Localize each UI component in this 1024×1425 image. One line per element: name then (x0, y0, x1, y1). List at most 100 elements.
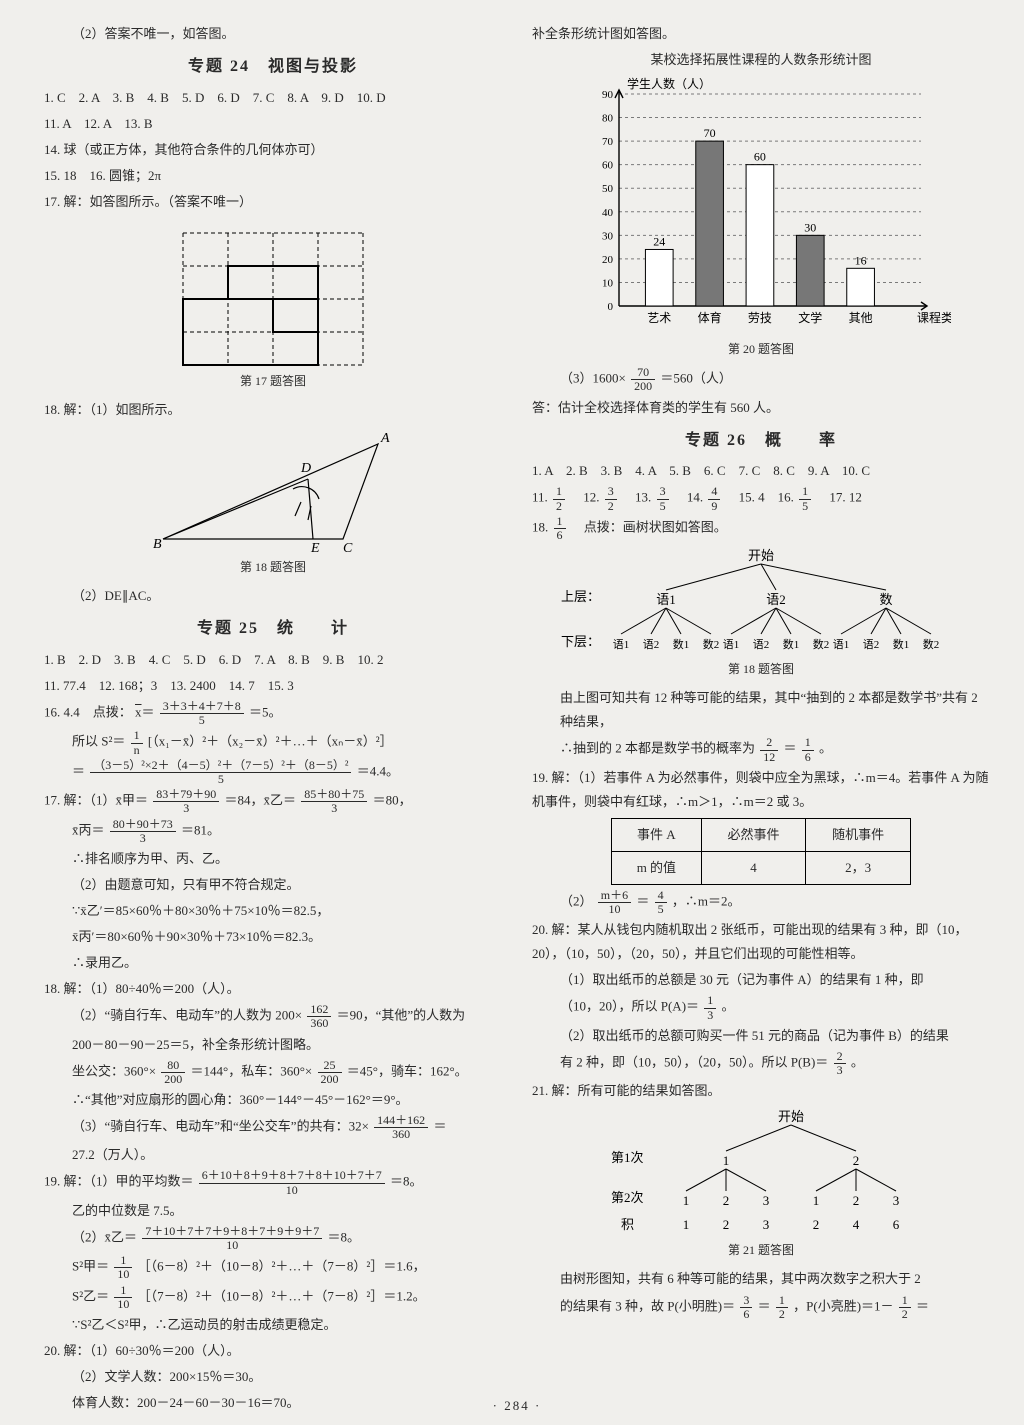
svg-text:1: 1 (683, 1217, 690, 1232)
chart-title: 某校选择拓展性课程的人数条形统计图 (532, 48, 990, 72)
q20c: （3）1600× 70 200 ＝560（人） (532, 366, 990, 393)
fraction: 12 (553, 485, 565, 512)
svg-text:20: 20 (602, 254, 614, 266)
svg-text:E: E (310, 541, 320, 554)
svg-text:数: 数 (879, 592, 892, 607)
text: ＝84，x̄乙＝ (225, 793, 297, 808)
svg-text:3: 3 (893, 1193, 900, 1208)
fraction: 35 (657, 485, 669, 512)
line: （2）取出纸币的总额可购买一件 51 元的商品（记为事件 B）的结果 (532, 1024, 990, 1048)
line: 体育人数：200－24－60－30－16＝70。 (44, 1391, 502, 1415)
q19-table: 事件 A 必然事件 随机事件 m 的值 4 2，3 (611, 818, 911, 885)
den: 200 (161, 1073, 185, 1086)
answers: 1. A 2. B 3. B 4. A 5. B 6. C 7. C 8. C … (532, 459, 990, 483)
svg-text:开始: 开始 (748, 548, 774, 563)
text: 的结果有 3 种，故 P(小明胜)＝ (560, 1298, 735, 1313)
text: 有 2 种，即（10，50），（20，50）。所以 P(B)＝ (560, 1055, 828, 1070)
svg-text:语2: 语2 (643, 638, 660, 651)
svg-text:数2: 数2 (923, 638, 940, 651)
svg-text:70: 70 (704, 126, 716, 140)
text: 15. 4 16. (726, 490, 798, 505)
q21c: 的结果有 3 种，故 P(小明胜)＝ 36 ＝ 12 ，P(小亮胜)＝1－ 12… (532, 1294, 990, 1321)
q21-caption: 第 21 题答图 (532, 1239, 990, 1261)
text: ＝81。 (181, 822, 220, 837)
num: 1 (131, 729, 143, 743)
q18a: 18. 解：（1）80÷40％＝200（人）。 (44, 977, 502, 1001)
svg-text:文学: 文学 (798, 310, 822, 325)
q19b: （2） m＋610 ＝ 45 ，∴m＝2。 (532, 889, 990, 916)
cell: 2，3 (806, 851, 911, 884)
text: ，P(小亮胜)＝1－ (793, 1298, 893, 1313)
line: 乙的中位数是 7.5。 (44, 1199, 502, 1223)
svg-text:B: B (153, 537, 162, 552)
table-row: 事件 A 必然事件 随机事件 (612, 818, 911, 851)
q19e: S²乙＝ 1 10 ［（7－8）²＋（10－8）²＋…＋（7－8）²］＝1.2。 (44, 1284, 502, 1311)
svg-text:2: 2 (723, 1217, 730, 1232)
q18-caption: 第 18 题答图 (44, 556, 502, 578)
svg-text:语2: 语2 (753, 638, 770, 651)
svg-text:6: 6 (893, 1217, 900, 1232)
fraction: m＋610 (598, 889, 631, 916)
svg-text:1: 1 (683, 1193, 690, 1208)
svg-text:学生人数（人）: 学生人数（人） (627, 76, 711, 91)
svg-text:积: 积 (621, 1217, 634, 1232)
num: 4 (708, 485, 720, 499)
line: 20. 解：某人从钱包内随机取出 2 张纸币，可能出现的结果有 3 种，即（10… (532, 918, 990, 966)
svg-text:语2: 语2 (766, 592, 786, 607)
fraction: 15 (799, 485, 811, 512)
den: 12 (760, 751, 778, 764)
fraction: 32 (605, 485, 617, 512)
q19c: （2）x̄乙＝ 7＋10＋7＋7＋9＋8＋7＋9＋9＋7 10 ＝8。 (44, 1225, 502, 1252)
num: 1 (802, 736, 814, 750)
fraction: 1 10 (114, 1254, 132, 1281)
den: 10 (598, 903, 631, 916)
text: ［（6－8）²＋（10－8）²＋…＋（7－8）²］＝1.6， (138, 1259, 426, 1274)
q18-tree: 开始上层：下层：语1语1语2数1数2语2语1语2数1数2数语1语2数1数2 (551, 546, 971, 656)
num: 85＋80＋75 (301, 788, 367, 802)
den: 5 (160, 714, 244, 727)
fraction: 3＋3＋4＋7＋8 5 (160, 700, 244, 727)
text: 17. 解：（1）x̄甲＝ (44, 793, 148, 808)
q18c: ∴抽到的 2 本都是数学书的概率为 212 ＝ 16 。 (532, 736, 990, 763)
num: 4 (655, 889, 667, 903)
num: 25 (318, 1059, 342, 1073)
den: 360 (307, 1017, 331, 1030)
text: ＝ (784, 741, 797, 756)
fraction: 1 10 (114, 1284, 132, 1311)
text: ∴抽到的 2 本都是数学书的概率为 (560, 741, 755, 756)
svg-text:下层：: 下层： (561, 634, 600, 649)
num: 1 (554, 515, 566, 529)
text: 。 (722, 999, 735, 1014)
text: ＝4.4。 (357, 763, 399, 778)
den: 6 (554, 529, 566, 542)
answers: 11. 77.4 12. 168；3 13. 2400 14. 7 15. 3 (44, 674, 502, 698)
text: ＝8。 (390, 1174, 423, 1189)
fraction: 16 (554, 515, 566, 542)
num: 1 (553, 485, 565, 499)
q20-chart: 学生人数（人）102030405060708090024艺术70体育60劳技30… (571, 76, 951, 336)
svg-text:数1: 数1 (673, 638, 690, 651)
text: ［（7－8）²＋（10－8）²＋…＋（7－8）²］＝1.2。 (138, 1288, 426, 1303)
num: 80 (161, 1059, 185, 1073)
text: （2） (560, 894, 593, 909)
text: 16. 4.4 点拨： (44, 705, 132, 720)
den: 5 (90, 773, 351, 786)
num: 3＋3＋4＋7＋8 (160, 700, 244, 714)
line: ∴录用乙。 (44, 951, 502, 975)
num: m＋6 (598, 889, 631, 903)
cell: 4 (701, 851, 806, 884)
num: 70 (631, 366, 655, 380)
num: 80＋90＋73 (110, 818, 176, 832)
q18-figure: A B C D E (143, 424, 403, 554)
svg-text:体育: 体育 (698, 310, 722, 325)
fraction: 85＋80＋75 3 (301, 788, 367, 815)
q17-caption: 第 17 题答图 (44, 370, 502, 392)
text: ＝5。 (249, 705, 282, 720)
den: 200 (631, 380, 655, 393)
fraction: 12 (899, 1294, 911, 1321)
answers: 15. 18 16. 圆锥；2π (44, 164, 502, 188)
text: （3）1600× (560, 371, 626, 386)
text: 点拨：画树状图如答图。 (571, 519, 727, 534)
svg-text:1: 1 (813, 1193, 820, 1208)
num: 1 (776, 1294, 788, 1308)
